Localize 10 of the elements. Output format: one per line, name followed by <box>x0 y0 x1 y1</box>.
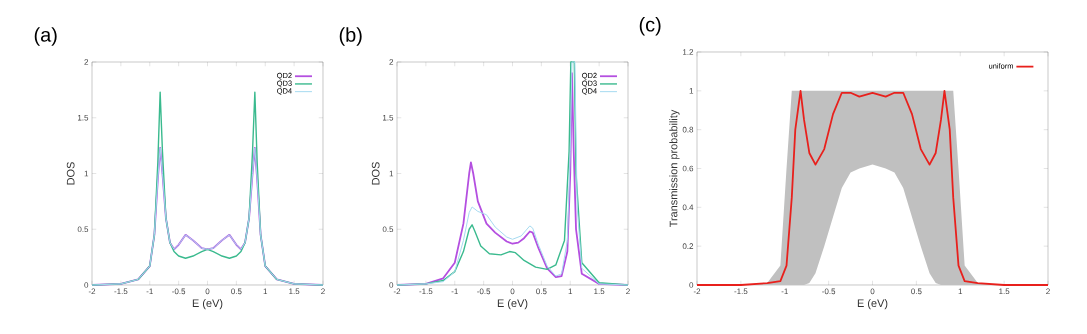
chart-title: (b) <box>339 27 362 46</box>
x-axis-title: E (eV) <box>192 299 223 310</box>
line-series <box>91 146 324 286</box>
y-axis-title: Transmission probability <box>669 109 680 228</box>
y-axis-title: DOS <box>66 162 75 185</box>
y-axis-title: DOS <box>371 162 380 185</box>
x-axis-title: E (eV) <box>497 299 528 310</box>
chart-title: (c) <box>639 16 661 36</box>
chart-title: (a) <box>34 27 57 46</box>
x-axis-title: E (eV) <box>857 299 888 310</box>
